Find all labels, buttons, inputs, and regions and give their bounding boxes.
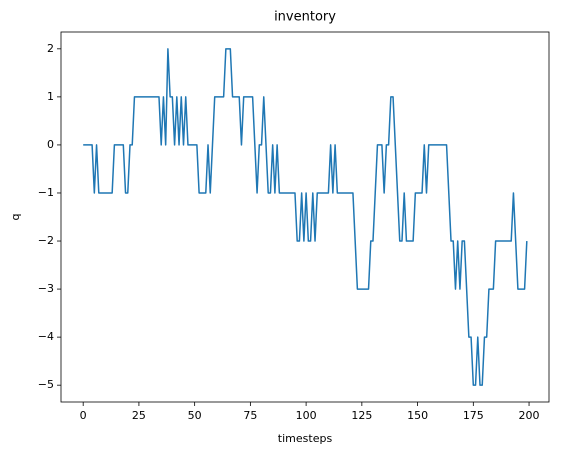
x-tick-label: 75 [243, 409, 257, 422]
y-tick-label: 0 [47, 138, 54, 151]
x-axis-label: timesteps [278, 432, 333, 445]
x-tick-label: 50 [188, 409, 202, 422]
y-tick-label: −2 [38, 234, 54, 247]
y-tick-label: −5 [38, 378, 54, 391]
x-tick-label: 25 [132, 409, 146, 422]
x-tick-label: 0 [80, 409, 87, 422]
x-tick-label: 125 [351, 409, 372, 422]
y-tick-label: −1 [38, 186, 54, 199]
x-tick-label: 200 [519, 409, 540, 422]
data-line [83, 48, 528, 386]
x-tick-label: 175 [463, 409, 484, 422]
y-tick-label: −4 [38, 330, 54, 343]
plot-frame [60, 31, 550, 403]
x-tick-label: 150 [407, 409, 428, 422]
y-tick-label: 2 [47, 42, 54, 55]
chart-title: inventory [274, 10, 336, 25]
y-tick-label: −3 [38, 282, 54, 295]
y-axis-label: q [9, 214, 22, 221]
x-tick-label: 100 [296, 409, 317, 422]
y-tick-label: 1 [47, 90, 54, 103]
